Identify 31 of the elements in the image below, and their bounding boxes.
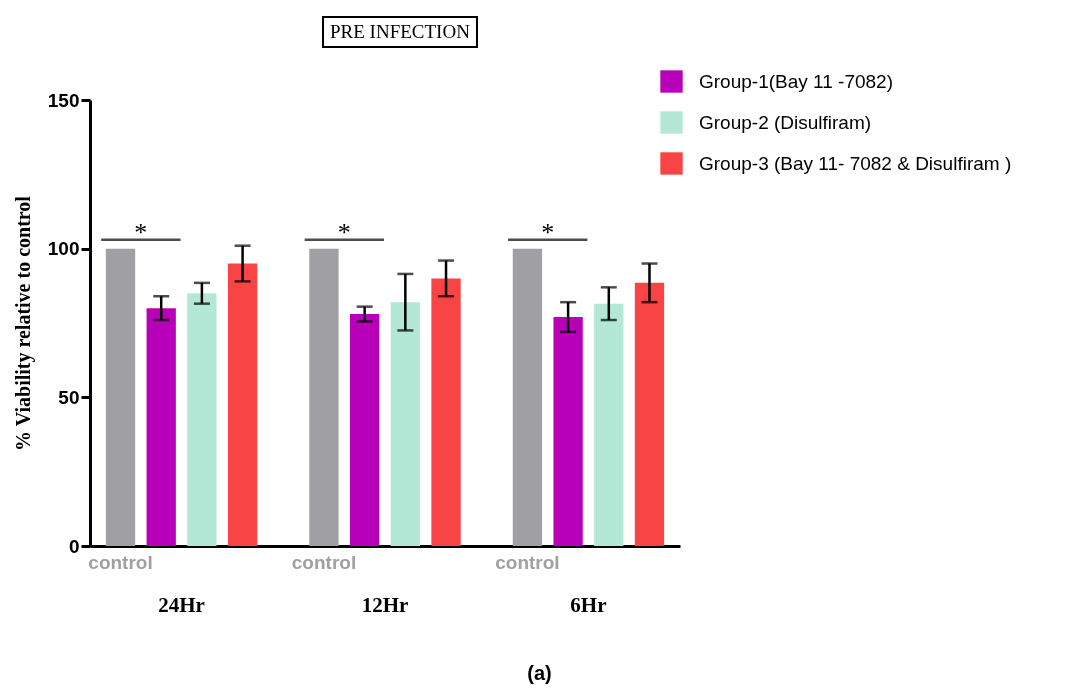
bar: [512, 248, 543, 546]
series-label: control: [88, 552, 153, 573]
y-tick-label: 150: [47, 89, 80, 111]
x-tick-label: 12Hr: [361, 592, 409, 617]
bar: [350, 314, 380, 546]
legend-label: Group-1(Bay 11 -7082): [699, 70, 893, 92]
bar: [146, 308, 176, 546]
bar: [309, 248, 339, 546]
bar: [553, 317, 583, 546]
bar: [431, 278, 461, 546]
annotation: *: [337, 217, 351, 247]
text: control: [291, 552, 357, 573]
bar: [227, 263, 258, 546]
y-tick-label: 50: [58, 386, 80, 408]
bar: [187, 293, 217, 546]
bar: [390, 302, 420, 546]
annotation: *: [541, 217, 555, 247]
text: (a): [526, 662, 553, 685]
y-axis-title: % Viability relative to control: [11, 195, 35, 451]
bar: [594, 303, 624, 546]
x-tick-label: 24Hr: [158, 592, 205, 617]
x-tick-label: 6Hr: [570, 592, 607, 617]
legend-label: Group-2 (Disulfiram): [699, 111, 872, 133]
bar: [105, 248, 136, 546]
bar: [634, 282, 665, 546]
annotation: *: [134, 217, 148, 247]
chart-title: PRE INFECTION: [322, 16, 478, 48]
text: control: [495, 552, 560, 573]
y-tick-label: 0: [68, 535, 80, 557]
legend-label: Group-3 (Bay 11- 7082 & Disulfiram ): [699, 152, 1012, 174]
y-tick-label: 100: [47, 238, 80, 260]
